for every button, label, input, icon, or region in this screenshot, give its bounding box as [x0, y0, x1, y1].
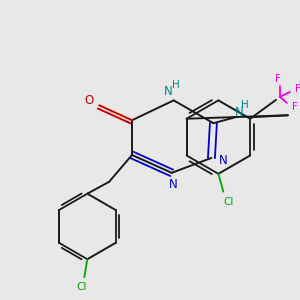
Text: O: O [85, 94, 94, 107]
Text: N: N [235, 106, 244, 119]
Text: F: F [275, 74, 281, 84]
Text: F: F [295, 84, 300, 94]
Text: N: N [169, 178, 178, 191]
Text: N: N [164, 85, 173, 98]
Text: H: H [241, 100, 249, 110]
Text: Cl: Cl [76, 282, 87, 292]
Text: H: H [172, 80, 180, 91]
Text: F: F [292, 102, 298, 112]
Text: N: N [219, 154, 228, 167]
Text: Cl: Cl [223, 196, 233, 207]
